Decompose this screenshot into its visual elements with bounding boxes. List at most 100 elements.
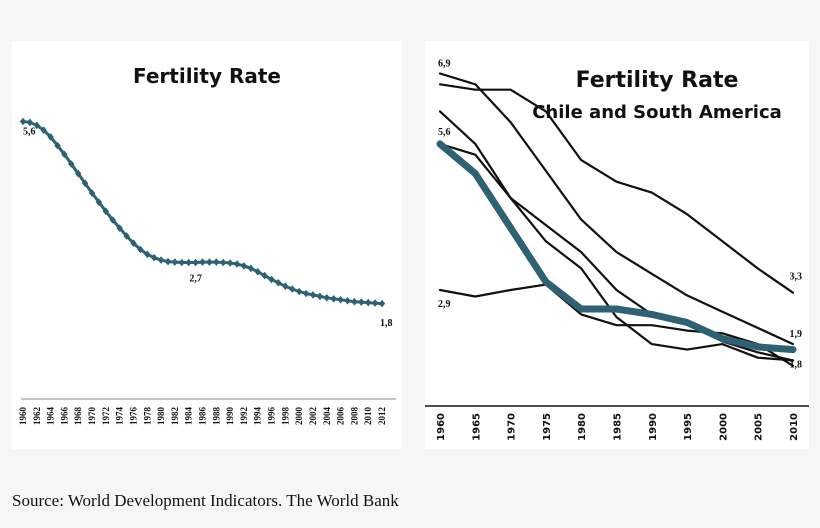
data-point — [296, 287, 303, 296]
x-tick-label: 1965 — [471, 413, 482, 441]
data-point — [81, 179, 89, 188]
x-tick-label: 2006 — [336, 407, 346, 426]
left-chart-panel: Fertility Rate 5,6 2,7 1,8 1960 1962 1964 1966 1… — [12, 41, 402, 449]
data-label: 1,9 — [790, 329, 803, 340]
right-chart-panel: Fertility Rate Chile and South America 6,9… — [425, 41, 809, 449]
data-point — [137, 245, 144, 254]
data-label: 5,6 — [438, 127, 451, 138]
x-tick-label: 1964 — [46, 407, 56, 426]
data-point — [282, 282, 289, 290]
data-point — [330, 295, 337, 303]
data-label: 3,3 — [790, 272, 803, 283]
data-point — [226, 259, 234, 267]
x-tick-label: 2008 — [349, 407, 359, 426]
x-tick-label: 1970 — [87, 407, 97, 426]
x-tick-label: 2000 — [718, 413, 729, 441]
data-label: 1,8 — [790, 360, 803, 371]
x-tick-label: 1988 — [211, 407, 221, 426]
series-line — [438, 83, 795, 294]
data-label: 2,9 — [438, 299, 451, 310]
series-line — [438, 72, 795, 346]
x-tick-label: 2004 — [322, 407, 332, 426]
series-line — [438, 110, 795, 362]
chart-subtitle: Chile and South America — [532, 102, 782, 123]
x-tick-label: 2005 — [754, 413, 765, 441]
x-tick-label: 2012 — [377, 407, 387, 426]
data-point — [185, 258, 192, 267]
x-tick-label: 2002 — [308, 407, 318, 426]
data-point — [261, 271, 268, 280]
data-point — [19, 117, 27, 126]
x-tick-label: 1976 — [129, 407, 139, 426]
data-point — [371, 299, 379, 307]
data-point — [316, 292, 324, 301]
x-tick-label: 1972 — [101, 407, 111, 426]
data-point — [378, 299, 386, 308]
data-point — [95, 198, 103, 206]
data-label: 1,8 — [380, 318, 393, 329]
x-tick-label: 1970 — [507, 413, 518, 441]
x-tick-label: 1986 — [198, 407, 208, 426]
x-tick-label: 1966 — [59, 407, 69, 426]
x-tick-label: 1994 — [253, 407, 263, 426]
data-point — [344, 296, 351, 305]
right-chart-svg: Fertility Rate Chile and South America 6,9… — [425, 59, 809, 441]
x-tick-label: 1995 — [683, 413, 694, 441]
data-label: 6,9 — [438, 59, 451, 70]
series-line — [22, 120, 383, 306]
data-point — [54, 141, 61, 150]
data-point — [365, 298, 372, 307]
x-tick-label: 2000 — [294, 407, 304, 426]
x-tick-label: 1982 — [170, 407, 180, 426]
data-point — [233, 260, 241, 268]
x-tick-label: 1980 — [156, 407, 166, 426]
data-point — [164, 257, 172, 266]
data-point — [109, 216, 116, 224]
data-point — [199, 258, 206, 266]
x-tick-label: 1960 — [436, 413, 447, 441]
data-point — [240, 262, 248, 270]
x-tick-label: 1980 — [577, 413, 588, 441]
data-label: 5,6 — [23, 127, 36, 138]
data-point — [247, 264, 254, 273]
data-point — [123, 232, 130, 240]
data-point — [178, 258, 185, 267]
x-tick-label: 1975 — [542, 413, 553, 441]
x-tick-label: 1985 — [613, 413, 624, 441]
data-point — [323, 294, 330, 302]
data-point — [254, 267, 261, 276]
data-point — [206, 258, 213, 266]
x-tick-label: 2010 — [789, 413, 800, 441]
x-tick-label: 1990 — [225, 407, 235, 426]
x-tick-label: 1996 — [267, 407, 277, 426]
data-label: 2,7 — [189, 274, 202, 285]
data-point — [144, 250, 151, 259]
chart-title: Fertility Rate — [133, 64, 281, 88]
x-tick-label: 1990 — [648, 413, 659, 441]
left-chart-svg: Fertility Rate 5,6 2,7 1,8 1960 1962 1964 1966 1… — [18, 64, 396, 426]
series-line — [438, 142, 795, 362]
data-point — [351, 297, 358, 306]
data-point — [88, 189, 96, 197]
x-tick-label: 1978 — [142, 407, 152, 426]
data-point — [275, 279, 282, 287]
x-tick-label: 1974 — [115, 407, 125, 426]
x-tick-label: 1960 — [18, 407, 28, 426]
data-point — [192, 258, 199, 267]
x-tick-label: 1984 — [184, 407, 194, 426]
x-tick-label: 2010 — [363, 407, 373, 426]
data-point — [130, 239, 137, 247]
data-point — [268, 275, 275, 284]
data-point — [358, 298, 365, 306]
data-point — [337, 295, 344, 304]
chart-title: Fertility Rate — [576, 68, 739, 93]
data-point — [157, 256, 165, 264]
data-point — [289, 285, 296, 293]
data-point — [47, 133, 54, 141]
data-point — [68, 160, 75, 168]
data-point — [116, 224, 123, 232]
data-point — [309, 291, 317, 299]
data-point — [302, 289, 310, 298]
data-point — [102, 207, 109, 216]
series-line — [438, 283, 795, 367]
